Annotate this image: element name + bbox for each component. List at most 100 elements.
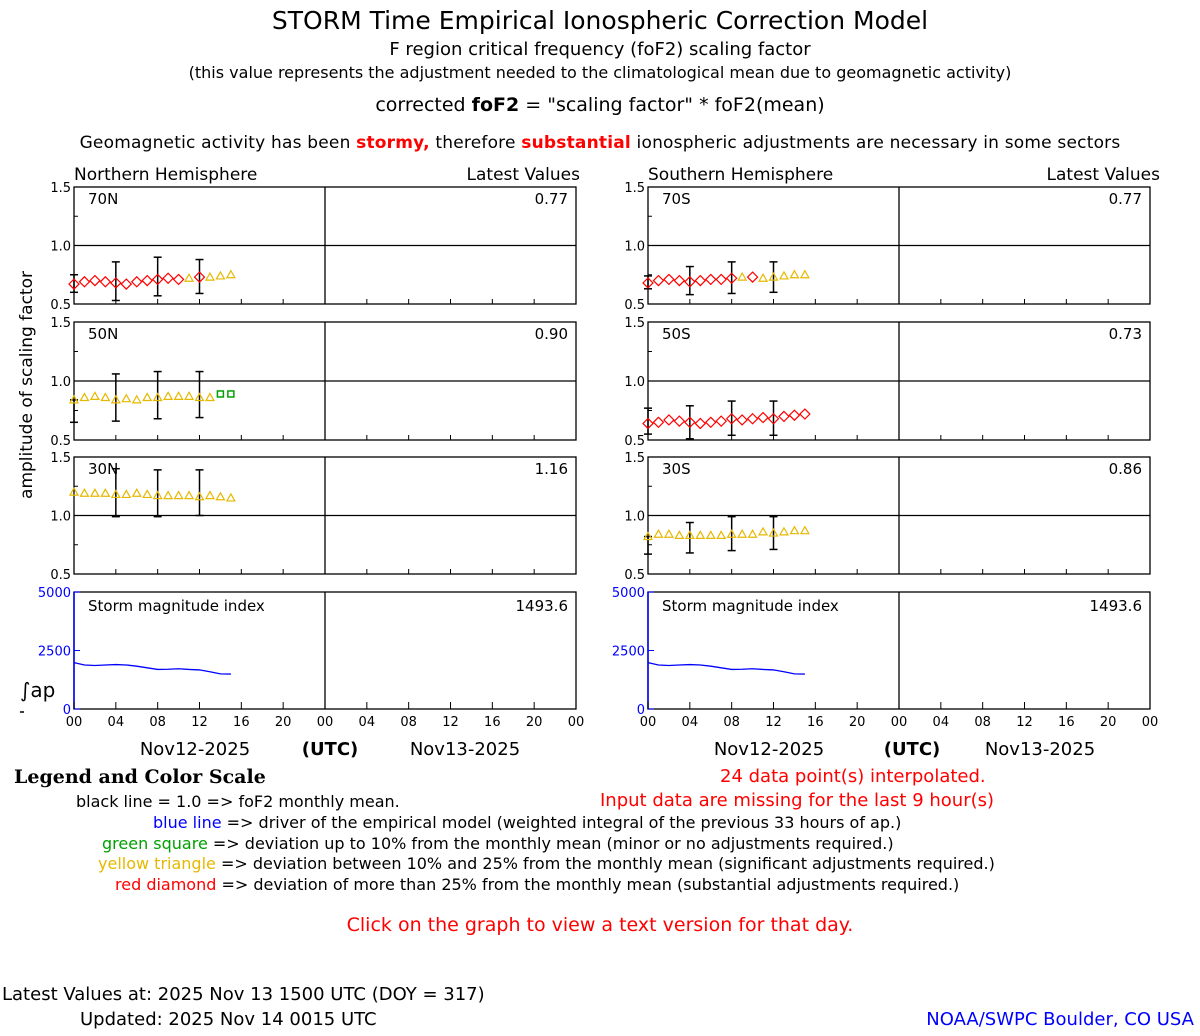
- panel-70n: [68, 186, 577, 305]
- south-day1-label: Nov12-2025: [714, 739, 824, 760]
- yellow-triangle-marker: [663, 529, 674, 538]
- yellow-triangle-marker: [215, 491, 226, 501]
- panel-label: 30S: [662, 460, 691, 478]
- red-diamond-marker: [788, 409, 801, 422]
- yellow-triangle-marker: [68, 394, 80, 404]
- legend-green-key: green square: [102, 834, 208, 853]
- yellow-triangle-marker: [215, 270, 226, 280]
- red-diamond-marker: [683, 416, 696, 429]
- x-tick-label: 16: [484, 715, 501, 730]
- yellow-triangle-marker: [642, 531, 654, 541]
- legend-yellow-key: yellow triangle: [98, 854, 216, 873]
- yellow-triangle-marker: [758, 526, 769, 536]
- y-tick-label: 1.5: [50, 451, 71, 466]
- red-diamond-marker: [673, 415, 686, 427]
- yellow-triangle-marker: [204, 271, 215, 281]
- red-diamond-marker: [746, 412, 759, 425]
- legend-blue-key: blue line: [153, 813, 222, 832]
- yellow-triangle-marker: [121, 489, 132, 499]
- yellow-triangle-marker: [163, 490, 174, 500]
- yellow-triangle-marker: [747, 529, 758, 538]
- panel-label: 70S: [662, 190, 691, 208]
- south-hemisphere-title: Southern Hemisphere: [648, 165, 833, 185]
- y-tick-label: 1.0: [50, 510, 71, 525]
- yellow-triangle-marker: [152, 392, 163, 402]
- x-tick-label: 12: [191, 715, 208, 730]
- y-tick-label: 1.5: [624, 451, 645, 466]
- red-diamond-marker: [130, 275, 143, 288]
- x-tick-label: 20: [849, 715, 866, 730]
- yellow-triangle-marker: [173, 391, 184, 400]
- storm-title: Storm magnitude index: [88, 597, 265, 615]
- storm-y-tick-label: 5000: [38, 586, 71, 601]
- south-day2-label: Nov13-2025: [985, 739, 1095, 760]
- x-tick-label: 16: [807, 715, 824, 730]
- red-diamond-marker: [99, 275, 112, 288]
- y-tick-label: 0.5: [624, 298, 645, 313]
- y-tick-label: 1.0: [50, 375, 71, 390]
- activity-level: substantial: [521, 133, 631, 153]
- red-diamond-marker: [799, 408, 811, 420]
- green-square-marker: [227, 390, 235, 398]
- red-diamond-marker: [120, 278, 133, 290]
- yellow-triangle-marker: [194, 392, 205, 402]
- storm-y-tick-label: 5000: [612, 586, 645, 601]
- x-tick-label: 20: [526, 715, 543, 730]
- latest-value: 0.90: [535, 325, 568, 343]
- red-diamond-marker: [663, 273, 675, 286]
- x-tick-label: 12: [1016, 715, 1033, 730]
- yellow-triangle-marker: [758, 273, 769, 282]
- formula-prefix: corrected: [375, 94, 466, 116]
- legend-green-text: => deviation up to 10% from the monthly …: [207, 834, 894, 853]
- north-day2-label: Nov13-2025: [410, 739, 520, 760]
- legend-red-key: red diamond: [115, 875, 217, 894]
- x-tick-label: 04: [359, 715, 376, 730]
- activity-state: stormy,: [356, 133, 430, 153]
- x-tick-label: 16: [1058, 715, 1075, 730]
- panel-label: 30N: [88, 460, 118, 478]
- yellow-triangle-marker: [152, 490, 163, 500]
- interpolated-notice: 24 data point(s) interpolated.: [720, 766, 986, 787]
- red-diamond-marker: [193, 271, 206, 283]
- y-axis-label: amplitude of scaling factor: [17, 271, 37, 499]
- legend-red-text: => deviation of more than 25% from the m…: [216, 875, 960, 894]
- red-diamond-marker: [663, 414, 675, 426]
- north-utc-label: (UTC): [302, 739, 359, 760]
- y-tick-label: 0.5: [50, 298, 71, 313]
- yellow-triangle-marker: [79, 392, 90, 402]
- red-diamond-marker: [642, 277, 654, 289]
- red-diamond-marker: [141, 274, 154, 287]
- storm-y-tick-label: 0: [637, 703, 645, 718]
- yellow-triangle-marker: [768, 271, 779, 281]
- formula-rest: = "scaling factor" * foF2(mean): [519, 94, 825, 116]
- panel-label: 70N: [88, 190, 118, 208]
- red-diamond-marker: [767, 412, 780, 425]
- red-diamond-marker: [683, 275, 696, 288]
- x-tick-label: 20: [275, 715, 292, 730]
- activity-suffix: ionospheric adjustments are necessary in…: [630, 133, 1121, 153]
- yellow-triangle-marker: [142, 392, 153, 402]
- legend-blue: blue line => driver of the empirical mod…: [153, 813, 901, 832]
- x-tick-label: 12: [765, 715, 782, 730]
- yellow-triangle-marker: [184, 273, 195, 282]
- red-diamond-marker: [673, 274, 686, 287]
- storm-plots[interactable]: Northern Hemisphere Latest Values Southe…: [0, 160, 1200, 770]
- x-tick-label: 04: [933, 715, 950, 730]
- south-latest-label: Latest Values: [1047, 165, 1161, 185]
- legend-black: black line = 1.0 => foF2 monthly mean.: [76, 792, 400, 811]
- text-version-link[interactable]: Click on the graph to view a text versio…: [346, 914, 854, 936]
- yellow-triangle-marker: [173, 490, 184, 500]
- updated-time: Updated: 2025 Nov 14 0015 UTC: [80, 1009, 377, 1030]
- yellow-triangle-marker: [131, 488, 142, 497]
- red-diamond-marker: [172, 273, 185, 286]
- red-diamond-marker: [757, 411, 769, 424]
- yellow-triangle-marker: [184, 391, 195, 400]
- south-utc-label: (UTC): [884, 739, 941, 760]
- red-diamond-marker: [694, 417, 707, 430]
- yellow-triangle-marker: [100, 392, 111, 402]
- storm-y-tick-label: 2500: [38, 645, 71, 660]
- credit-link[interactable]: NOAA/SWPC Boulder, CO USA: [926, 1009, 1194, 1030]
- legend-black-key: black line: [76, 792, 153, 811]
- storm-index-line: [647, 662, 805, 675]
- yellow-triangle-marker: [726, 529, 737, 538]
